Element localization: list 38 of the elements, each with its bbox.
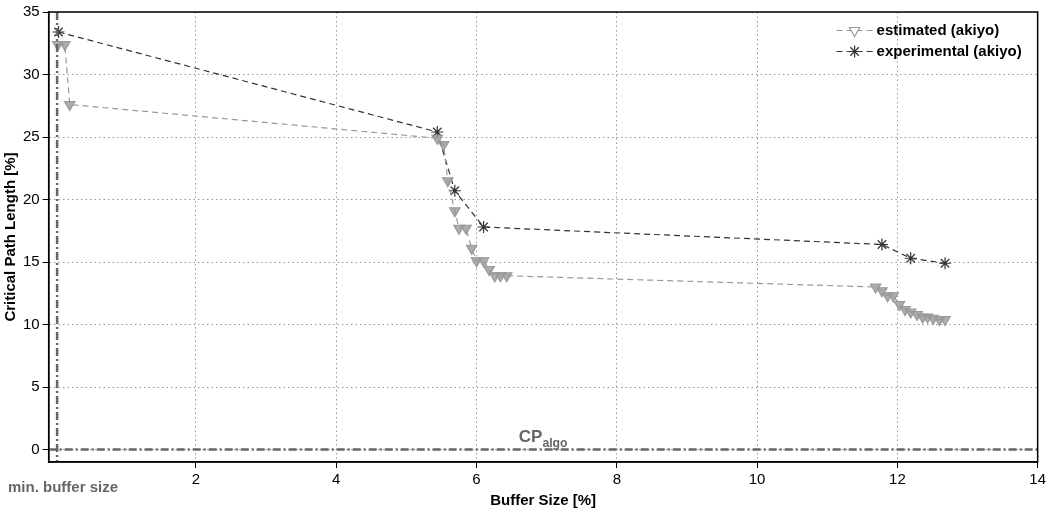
y-tick-label: 20 [23,189,40,207]
point [441,177,454,188]
point [904,251,918,265]
point [449,207,461,218]
point [460,224,472,235]
y-axis-title: Critical Path Length [%] [1,152,19,322]
point [476,220,491,234]
y-tick-label: 30 [23,64,40,82]
x-tick-label: 14 [1029,470,1046,488]
y-tick-label: 25 [23,127,40,145]
point [51,25,66,39]
x-tick-label: 6 [472,470,481,488]
x-tick-label: 2 [191,470,201,488]
ref-line-label: min. buffer size [8,478,119,495]
point [63,100,76,112]
x-tick-label: 8 [612,470,621,488]
x-tick-label: 10 [748,470,766,488]
point [500,272,513,283]
point [431,134,444,145]
y-tick-label: 0 [31,439,40,457]
x-tick-label: 4 [332,470,341,488]
x-tick-label: 12 [889,470,906,488]
legend-label: experimental (akiyo) [876,41,1022,59]
point [875,237,889,252]
point [938,256,952,270]
point [465,244,478,255]
point [887,292,899,303]
y-tick-label: 10 [23,314,40,332]
legend-label: estimated (akiyo) [876,20,1000,38]
point [437,140,450,152]
point [477,257,490,268]
point [939,315,951,327]
y-tick-label: 5 [31,377,40,395]
y-tick-label: 15 [23,252,40,270]
x-axis-title: Buffer Size [%] [490,491,597,509]
y-tick-label: 35 [23,2,40,20]
point [59,40,71,52]
point [448,184,462,198]
